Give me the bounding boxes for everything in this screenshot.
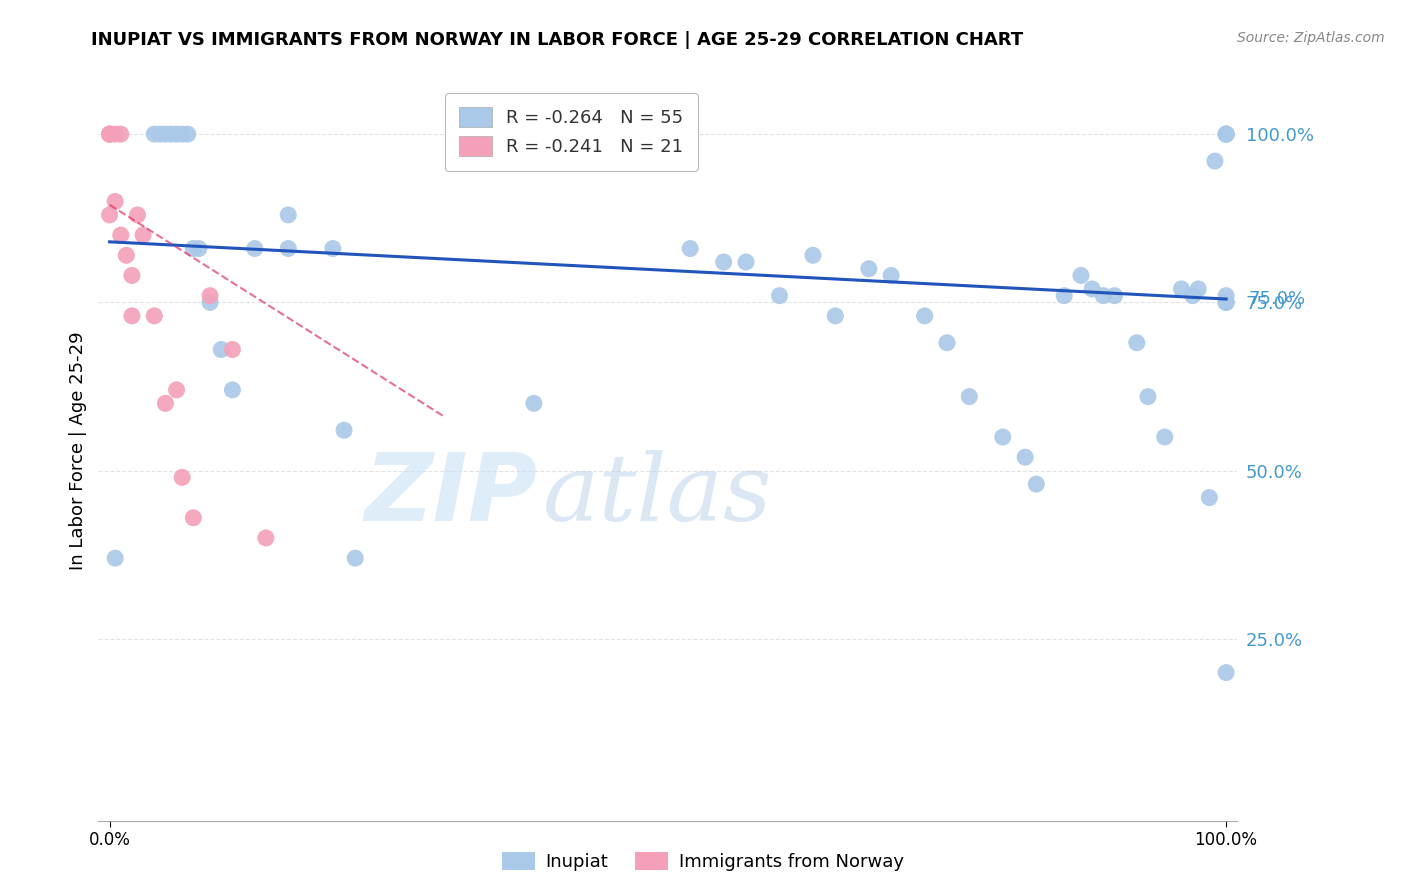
Y-axis label: In Labor Force | Age 25-29: In Labor Force | Age 25-29 <box>69 331 87 570</box>
Point <box>1170 282 1192 296</box>
Point <box>166 383 188 397</box>
Point <box>1081 282 1104 296</box>
Point <box>177 127 200 141</box>
Point <box>1215 288 1237 302</box>
Point <box>1215 127 1237 141</box>
Point <box>198 288 221 302</box>
Point <box>110 228 132 243</box>
Point <box>858 261 880 276</box>
Text: Source: ZipAtlas.com: Source: ZipAtlas.com <box>1237 31 1385 45</box>
Point <box>198 295 221 310</box>
Point <box>98 127 121 141</box>
Point <box>1070 268 1092 283</box>
Point <box>880 268 903 283</box>
Point <box>1215 127 1237 141</box>
Point <box>1215 665 1237 680</box>
Point <box>679 242 702 256</box>
Point <box>104 127 127 141</box>
Point <box>713 255 735 269</box>
Point <box>1126 335 1149 350</box>
Point <box>98 127 121 141</box>
Point <box>221 343 243 357</box>
Point <box>333 423 356 437</box>
Point <box>1053 288 1076 302</box>
Point <box>98 127 121 141</box>
Point <box>344 551 367 566</box>
Point <box>1204 154 1226 169</box>
Point <box>1025 477 1047 491</box>
Point <box>121 309 143 323</box>
Point <box>155 396 177 410</box>
Point <box>1198 491 1220 505</box>
Point <box>957 390 980 404</box>
Text: INUPIAT VS IMMIGRANTS FROM NORWAY IN LABOR FORCE | AGE 25-29 CORRELATION CHART: INUPIAT VS IMMIGRANTS FROM NORWAY IN LAB… <box>91 31 1024 49</box>
Point <box>104 194 127 209</box>
Point <box>183 510 205 524</box>
Legend: R = -0.264   N = 55, R = -0.241   N = 21: R = -0.264 N = 55, R = -0.241 N = 21 <box>444 93 697 170</box>
Legend: Inupiat, Immigrants from Norway: Inupiat, Immigrants from Norway <box>495 845 911 879</box>
Point <box>1104 288 1126 302</box>
Text: 75.0%: 75.0% <box>1249 290 1306 308</box>
Point <box>121 268 143 283</box>
Point <box>172 127 194 141</box>
Point <box>824 309 846 323</box>
Point <box>523 396 546 410</box>
Point <box>1092 288 1115 302</box>
Point <box>183 242 205 256</box>
Point <box>221 383 243 397</box>
Point <box>143 309 166 323</box>
Point <box>1187 282 1209 296</box>
Point <box>132 228 155 243</box>
Point <box>115 248 138 262</box>
Point <box>1136 390 1159 404</box>
Point <box>1014 450 1036 465</box>
Point <box>991 430 1014 444</box>
Point <box>1181 288 1204 302</box>
Point <box>735 255 758 269</box>
Point <box>801 248 824 262</box>
Point <box>914 309 936 323</box>
Point <box>322 242 344 256</box>
Point <box>277 242 299 256</box>
Point <box>98 208 121 222</box>
Point <box>1153 430 1175 444</box>
Point <box>143 127 166 141</box>
Point <box>1215 127 1237 141</box>
Point <box>243 242 266 256</box>
Point <box>1215 295 1237 310</box>
Point <box>166 127 188 141</box>
Point <box>172 470 194 484</box>
Point <box>768 288 790 302</box>
Point <box>149 127 172 141</box>
Text: atlas: atlas <box>543 450 772 540</box>
Point <box>1215 295 1237 310</box>
Point <box>110 127 132 141</box>
Point <box>160 127 183 141</box>
Point <box>187 242 209 256</box>
Point <box>1215 295 1237 310</box>
Point <box>104 551 127 566</box>
Point <box>277 208 299 222</box>
Text: ZIP: ZIP <box>364 449 537 541</box>
Point <box>155 127 177 141</box>
Point <box>936 335 959 350</box>
Point <box>254 531 277 545</box>
Point <box>127 208 149 222</box>
Point <box>209 343 232 357</box>
